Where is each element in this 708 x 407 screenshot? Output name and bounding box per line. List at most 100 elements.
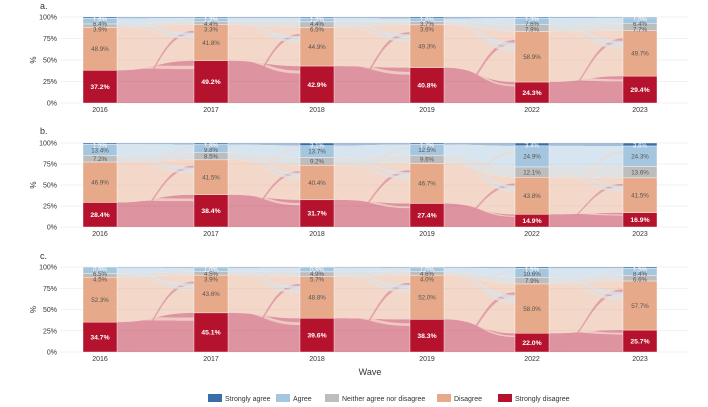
panel-label: b.: [40, 126, 48, 136]
value-label: 48.8%: [308, 295, 326, 302]
flow-band: [117, 146, 194, 195]
value-label: 49.3%: [418, 43, 436, 50]
flow-band: [444, 275, 515, 334]
x-tick-label: 2019: [419, 356, 435, 363]
flow-band: [549, 17, 623, 25]
value-label: 7.2%: [93, 156, 108, 163]
flow-band: [117, 267, 194, 274]
bar-segment: [514, 283, 550, 334]
y-tick-label: 50%: [43, 58, 57, 65]
value-label: 13.7%: [308, 149, 326, 156]
flow-band: [228, 152, 300, 166]
value-label: 49.7%: [631, 51, 649, 58]
flows: [117, 267, 623, 352]
flow-band: [117, 17, 194, 19]
flow-band: [334, 24, 410, 68]
flow-band: [549, 151, 623, 208]
legend-item: Neither agree nor disagree: [325, 394, 425, 403]
value-label: 3.9%: [204, 277, 219, 284]
flow-band: [334, 318, 410, 352]
value-label: 7.6%: [525, 21, 540, 28]
x-tick-label: 2023: [632, 107, 648, 114]
flow-band: [117, 197, 194, 202]
y-axis-label: %: [29, 181, 38, 188]
value-label: 3.7%: [420, 21, 435, 28]
y-tick-label: 100%: [39, 265, 57, 272]
flow-band: [117, 312, 194, 352]
flow-band: [228, 171, 300, 225]
legend-label: Disagree: [454, 396, 482, 403]
flow-band: [228, 17, 300, 19]
value-label: 9.6%: [420, 157, 435, 164]
flow-band: [334, 147, 410, 194]
flow-band: [334, 170, 410, 225]
panel-2: 0% 25% 50% 75% 100% b.% 1.5%13.4% 7.2% 46.9% 28.4…: [29, 126, 688, 238]
value-label: 10.6%: [523, 271, 541, 278]
value-label: 48.9%: [91, 46, 109, 53]
flows: [117, 143, 623, 227]
flow-band: [334, 61, 410, 75]
y-tick-label: 25%: [43, 328, 57, 335]
flow-band: [444, 21, 515, 47]
flow-band: [549, 76, 623, 82]
flow-band: [117, 24, 194, 71]
flow-band: [444, 163, 515, 215]
x-tick-label: 2019: [419, 231, 435, 238]
flow-band: [444, 183, 515, 225]
flow-band: [444, 18, 515, 25]
bar-segment: [82, 161, 118, 203]
legend-label: Strongly disagree: [515, 396, 570, 403]
value-label: 22.0%: [522, 340, 541, 347]
x-tick-label: 2019: [419, 107, 435, 114]
value-label: 42.9%: [307, 82, 326, 89]
flow-band: [549, 281, 623, 334]
x-tick-label: 2017: [203, 356, 219, 363]
flow-band: [334, 154, 410, 176]
flow-band: [334, 282, 410, 349]
flow-band: [549, 19, 623, 73]
bar-segment: [409, 274, 445, 320]
flow-band: [334, 18, 410, 22]
flow-band: [444, 24, 515, 83]
x-tick-label: 2017: [203, 107, 219, 114]
y-tick-label: 25%: [43, 79, 57, 86]
bar-segment: [299, 318, 335, 353]
y-tick-label: 50%: [43, 307, 57, 314]
x-tick-label: 2017: [203, 231, 219, 238]
legend-label: Neither agree nor disagree: [342, 396, 425, 403]
value-label: 1.0%: [204, 267, 219, 274]
y-tick-label: 100%: [39, 15, 57, 22]
bar-segment: [193, 159, 229, 195]
x-tick-label: 2022: [524, 231, 540, 238]
x-tick-label: 2018: [309, 231, 325, 238]
flow-band: [228, 271, 300, 277]
value-label: 49.2%: [201, 79, 220, 86]
legend-label: Strongly agree: [225, 396, 271, 403]
flow-band: [228, 148, 300, 189]
flow-band: [334, 275, 410, 293]
flow-band: [334, 19, 410, 59]
value-label: 6.5%: [93, 271, 108, 278]
flow-band: [228, 283, 300, 349]
flow-band: [444, 21, 515, 32]
value-label: 16.9%: [630, 217, 649, 224]
flow-band: [334, 25, 410, 42]
flow-band: [444, 62, 515, 87]
flow-band: [228, 60, 300, 103]
value-label: 3.3%: [204, 27, 219, 34]
flow-band: [444, 155, 515, 178]
legend-swatch: [276, 394, 290, 402]
y-tick-label: 75%: [43, 36, 57, 43]
flow-band: [444, 203, 515, 227]
bar-segment: [299, 199, 335, 228]
flow-band: [444, 271, 515, 284]
bar-segment: [409, 163, 445, 204]
flow-band: [444, 152, 515, 189]
flow-band: [444, 143, 515, 146]
flow-band: [117, 60, 194, 103]
value-label: 37.2%: [90, 84, 109, 91]
value-label: 1.0%: [420, 267, 435, 274]
value-label: 3.6%: [420, 27, 435, 34]
value-label: 1.3%: [525, 17, 540, 24]
